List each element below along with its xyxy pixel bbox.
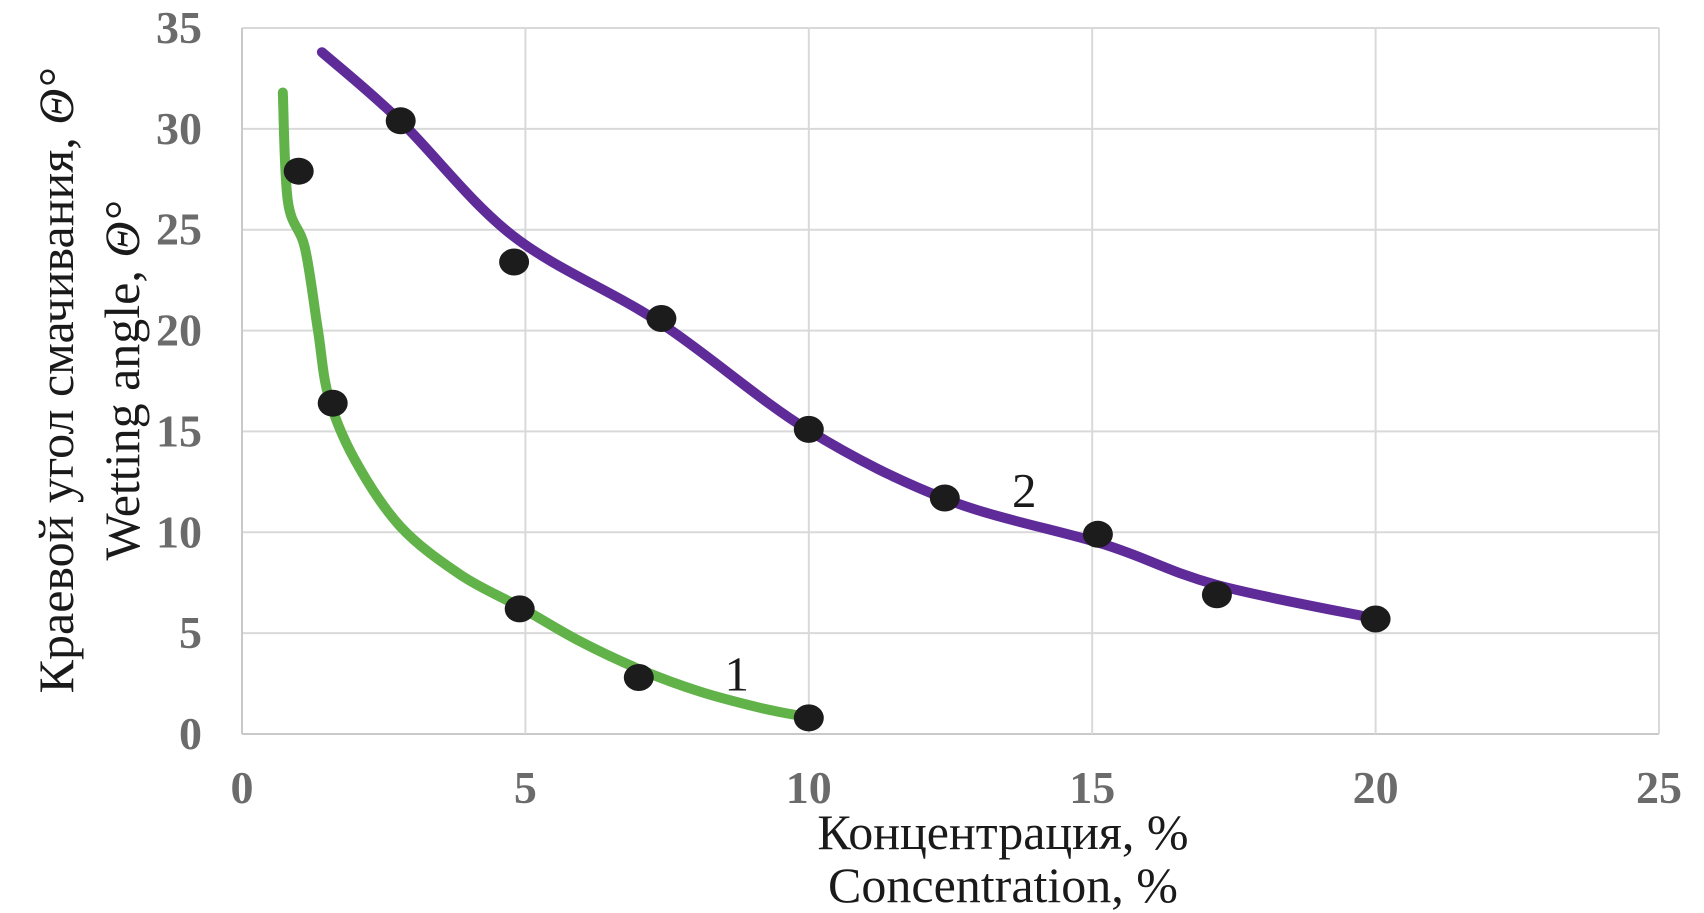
y-tick-label: 0 (179, 708, 202, 759)
data-point-series-2 (646, 305, 677, 332)
x-axis-title-en: Concentration, % (828, 857, 1178, 913)
data-point-series-1 (283, 157, 314, 185)
x-axis-title: Концентрация, % Concentration, % (653, 806, 1353, 913)
x-tick-label: 10 (786, 762, 832, 813)
data-point-series-2 (929, 484, 960, 512)
x-tick-label: 15 (1069, 762, 1115, 813)
y-axis-title-ru-text: Краевой угол смачивания, (28, 124, 84, 694)
y-axis-title-en-text: Wetting angle, (94, 257, 150, 561)
y-tick-label: 25 (156, 204, 202, 255)
y-tick-label: 20 (156, 305, 202, 356)
data-point-series-2 (385, 107, 416, 135)
y-tick-label: 10 (156, 506, 202, 557)
data-point-series-2 (1201, 581, 1232, 609)
data-point-series-1 (623, 664, 654, 691)
trend-line-1 (277, 87, 806, 721)
series-label-1: 1 (725, 647, 750, 702)
data-point-series-1 (793, 704, 824, 732)
x-axis-title-ru: Концентрация, % (817, 804, 1189, 860)
theta-symbol: Θ° (28, 68, 84, 125)
y-tick-label: 5 (179, 607, 202, 658)
theta-symbol: Θ° (94, 201, 150, 258)
y-axis-title: Краевой угол смачивания, Θ° Wetting angl… (23, 51, 155, 711)
data-point-series-1 (504, 595, 535, 623)
y-tick-label: 35 (156, 2, 202, 53)
data-point-series-2 (499, 248, 530, 276)
x-tick-label: 5 (514, 762, 537, 813)
x-tick-label: 25 (1636, 762, 1682, 813)
data-point-series-1 (317, 389, 348, 417)
x-tick-label: 0 (231, 762, 254, 813)
series-label-2: 2 (1012, 463, 1037, 518)
data-point-series-2 (1082, 520, 1113, 548)
y-tick-label: 30 (156, 103, 202, 154)
data-point-series-2 (1360, 605, 1391, 633)
y-tick-label: 15 (156, 405, 202, 456)
data-point-series-2 (793, 415, 824, 443)
x-tick-label: 20 (1353, 762, 1399, 813)
y-axis-title-ru: Краевой угол смачивания, Θ° (23, 51, 89, 711)
y-axis-title-en: Wetting angle, Θ° (89, 51, 155, 711)
